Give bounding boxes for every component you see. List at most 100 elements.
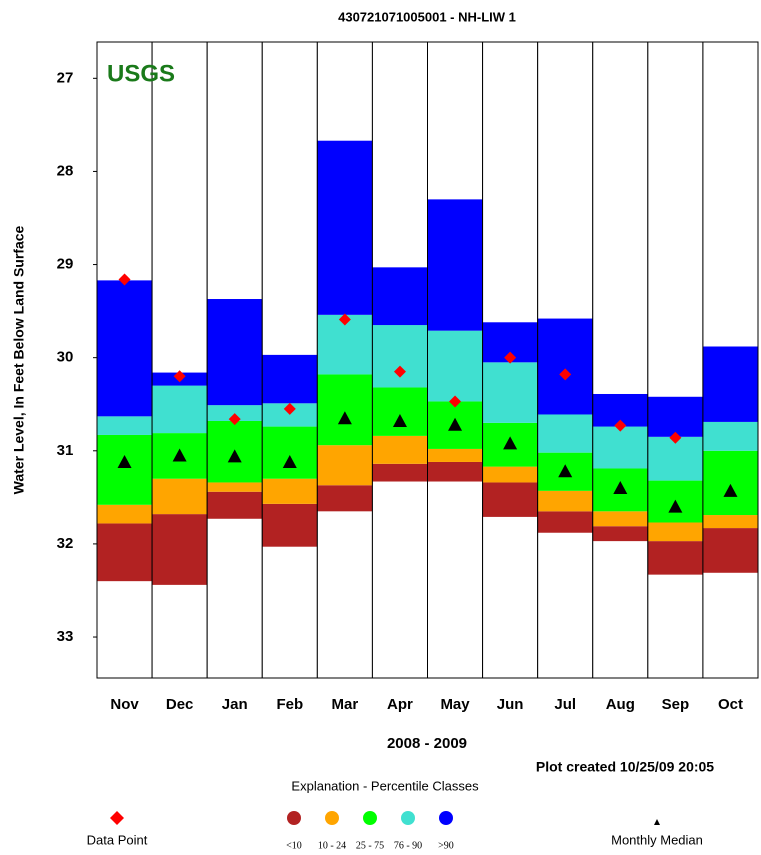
percentile-band xyxy=(262,478,318,504)
data-point xyxy=(118,273,131,286)
legend-marker xyxy=(654,819,660,825)
percentile-band xyxy=(262,503,318,547)
x-tick-label: Dec xyxy=(166,696,194,713)
percentile-band xyxy=(537,511,593,533)
x-tick-label: Sep xyxy=(662,696,690,713)
percentile-band xyxy=(207,299,263,406)
percentile-band xyxy=(97,523,153,582)
y-tick-label: 30 xyxy=(57,349,74,366)
x-axis-label: 2008 - 2009 xyxy=(387,735,467,752)
legend-label: 25 - 75 xyxy=(356,840,384,851)
chart-title: 430721071005001 - NH-LIW 1 xyxy=(338,9,516,24)
month-border xyxy=(702,41,759,679)
data-point xyxy=(173,370,186,383)
median-marker xyxy=(392,413,407,427)
median-marker xyxy=(227,449,242,463)
percentile-band xyxy=(702,450,758,516)
median-marker xyxy=(117,454,132,468)
percentile-band xyxy=(702,346,758,422)
percentile-band xyxy=(482,362,538,423)
data-point xyxy=(559,368,572,381)
legend-marker xyxy=(363,811,377,825)
data-point xyxy=(393,365,406,378)
y-tick-label: 28 xyxy=(57,162,74,179)
percentile-band xyxy=(537,490,593,512)
percentile-band xyxy=(97,280,153,417)
percentile-band xyxy=(372,267,428,326)
x-tick-label: Mar xyxy=(332,696,359,713)
x-tick-label: May xyxy=(440,696,470,713)
percentile-band xyxy=(207,405,263,421)
percentile-band xyxy=(372,387,428,436)
percentile-band xyxy=(152,385,208,434)
median-marker xyxy=(172,448,187,462)
percentile-band xyxy=(207,482,263,492)
y-axis-label: Water Level, In Feet Below Land Surface xyxy=(11,225,27,494)
percentile-band xyxy=(207,491,263,519)
percentile-band xyxy=(647,541,703,575)
percentile-band xyxy=(592,426,648,469)
percentile-band xyxy=(372,463,428,482)
median-marker xyxy=(337,411,352,425)
percentile-band xyxy=(647,436,703,481)
percentile-band xyxy=(317,140,373,315)
percentile-band xyxy=(482,466,538,483)
legend-marker xyxy=(110,811,124,825)
percentile-band xyxy=(317,485,373,512)
legend-marker xyxy=(439,811,453,825)
percentile-band xyxy=(97,504,153,524)
data-point xyxy=(228,413,241,426)
percentile-band xyxy=(317,374,373,446)
percentile-band xyxy=(592,511,648,527)
x-tick-label: Aug xyxy=(606,696,635,713)
median-marker xyxy=(723,483,738,497)
x-tick-label: Nov xyxy=(110,696,139,713)
legend-label: <10 xyxy=(286,840,302,851)
x-tick-label: Feb xyxy=(276,696,303,713)
data-point xyxy=(338,313,351,326)
percentile-band xyxy=(372,435,428,464)
x-tick-label: Jul xyxy=(554,696,576,713)
percentile-band xyxy=(647,396,703,437)
percentile-band xyxy=(702,515,758,529)
percentile-band xyxy=(702,528,758,573)
x-tick-label: Jun xyxy=(497,696,524,713)
watermark: USGS xyxy=(107,60,175,87)
percentile-band xyxy=(702,421,758,451)
y-tick-label: 32 xyxy=(57,535,74,552)
month-column xyxy=(592,42,648,678)
legend-label: Monthly Median xyxy=(611,832,703,847)
y-tick-label: 27 xyxy=(57,69,74,86)
median-marker xyxy=(448,417,463,431)
data-point xyxy=(449,395,462,408)
percentile-band xyxy=(317,445,373,486)
legend-label: >90 xyxy=(438,840,454,851)
legend-marker xyxy=(325,811,339,825)
percentile-band xyxy=(372,325,428,388)
median-marker xyxy=(282,454,297,468)
percentile-band xyxy=(482,482,538,517)
legend-marker xyxy=(401,811,415,825)
median-marker xyxy=(613,481,628,495)
legend-label: Data Point xyxy=(87,832,148,847)
legend-label: 10 - 24 xyxy=(318,840,346,851)
percentile-band xyxy=(647,522,703,542)
data-point xyxy=(614,419,627,432)
data-point xyxy=(504,351,517,364)
median-marker xyxy=(668,499,683,513)
percentile-band xyxy=(427,330,483,402)
percentile-band xyxy=(427,461,483,482)
percentile-band xyxy=(97,434,153,505)
x-tick-label: Oct xyxy=(718,696,743,713)
legend-label: 76 - 90 xyxy=(394,840,422,851)
percentile-band xyxy=(262,403,318,427)
percentile-band xyxy=(262,426,318,479)
percentile-band xyxy=(152,478,208,515)
percentile-band xyxy=(427,199,483,331)
data-point xyxy=(669,431,682,444)
y-tick-label: 31 xyxy=(57,442,74,459)
data-point xyxy=(283,402,296,415)
legend-title: Explanation - Percentile Classes xyxy=(291,778,479,793)
legend-marker xyxy=(287,811,301,825)
percentile-band xyxy=(537,414,593,453)
